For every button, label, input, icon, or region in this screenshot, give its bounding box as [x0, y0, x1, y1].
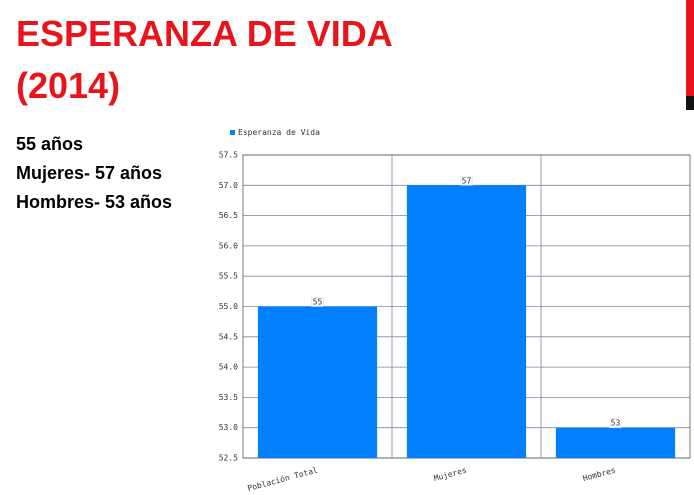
x-tick-label: Hombres — [582, 466, 617, 483]
data-label-box — [460, 176, 473, 186]
decor — [686, 0, 694, 96]
slide-title: (2014) — [16, 65, 121, 106]
y-tick-label: 53.5 — [219, 393, 238, 402]
bar — [555, 427, 676, 458]
legend-label: Esperanza de Vida — [238, 128, 320, 137]
data-label-box — [609, 418, 622, 428]
y-tick-label: 55.0 — [219, 302, 238, 311]
data-label: 53 — [611, 419, 621, 428]
note: Mujeres- 57 años — [16, 163, 163, 183]
y-tick-label: 57.5 — [219, 151, 238, 160]
decor — [686, 96, 694, 110]
y-tick-label: 53.0 — [219, 423, 238, 432]
note: Hombres- 53 años — [16, 192, 173, 212]
slide-title: ESPERANZA DE VIDA — [16, 13, 393, 54]
y-tick-label: 55.5 — [219, 272, 238, 281]
x-tick-label: Población Total — [246, 465, 319, 493]
y-tick-label: 57.0 — [219, 181, 238, 190]
bar — [257, 306, 378, 458]
x-tick-label: Mujeres — [433, 466, 468, 483]
legend-swatch — [230, 130, 235, 135]
y-tick-label: 56.5 — [219, 211, 238, 220]
y-tick-label: 54.0 — [219, 363, 238, 372]
data-label: 55 — [313, 298, 323, 307]
y-tick-label: 56.0 — [219, 241, 238, 250]
y-tick-label: 54.5 — [219, 332, 238, 341]
data-label: 57 — [462, 176, 472, 185]
y-tick-label: 52.5 — [219, 454, 238, 463]
data-label-box — [311, 297, 324, 307]
note: 55 años — [16, 134, 84, 154]
bar — [406, 185, 527, 459]
